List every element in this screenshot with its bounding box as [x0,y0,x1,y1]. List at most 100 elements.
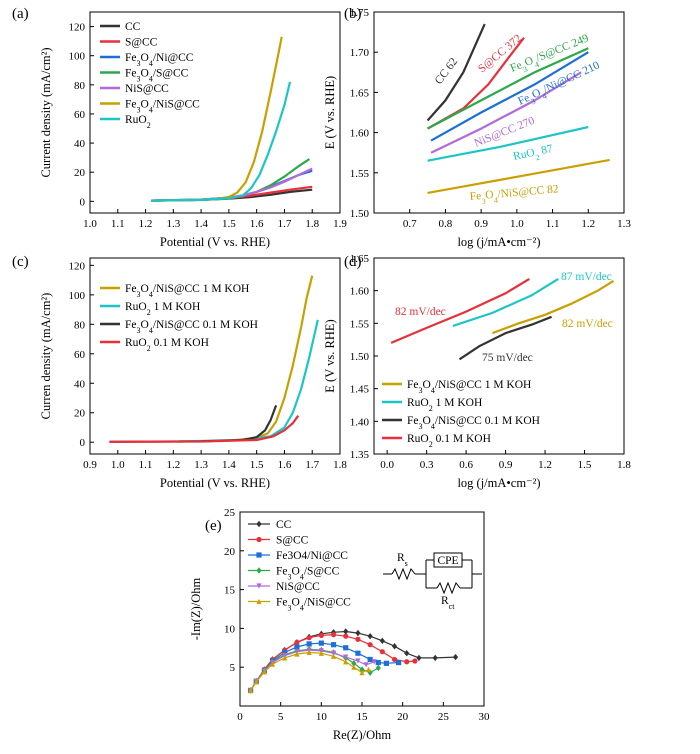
label-text: Fe [509,59,524,74]
data-point [367,656,373,663]
data-point [379,649,385,655]
legend-label: RuO2 0.1 M KOH [125,337,209,353]
x-tick-label: 1.5 [578,459,592,471]
subscript-text: 4 [149,105,153,114]
x-tick-label: 25 [438,711,450,723]
label-text: NiS@CC 270 [473,115,537,150]
label-text: O [141,52,149,64]
x-tick-label: 1.6 [278,459,292,471]
series-line [250,649,375,691]
legend-label: Fe3O4/S@CC [125,68,189,84]
y-tick-label: 60 [74,349,86,361]
x-tick-label: 1.3 [194,459,208,471]
subscript-text: 4 [300,603,304,612]
x-axis-label: log (j/mA•cm⁻²) [457,476,540,490]
data-point [359,670,365,676]
slope-annotation: 75 mV/dec [482,352,533,364]
data-point [330,642,337,648]
panel-a: (a) 1.0 1.1 1.2 1.3 1.4 1.5 1.6 1.7 1.8 1.9 0 20 40 60… [12,6,347,249]
y-tick-label: 25 [224,507,236,519]
x-tick-label: 1.5 [222,218,236,230]
y-tick-label: 100 [69,51,86,63]
data-point [355,629,361,637]
series-line [250,633,415,691]
subscript-text: 2 [429,440,433,449]
series-line [151,81,292,202]
x-tick-label: 1.3 [166,218,180,230]
y-tick-label: 20 [74,167,86,179]
y-axis-label: -Im(Z)/Ohm [189,577,203,640]
y-axis-label: Current density (mA/cm²) [39,47,53,177]
y-tick-label: 1.75 [350,7,370,19]
x-axis-label: Potential (V vs. RHE) [160,476,270,490]
panel-c: (c) 0.9 1.0 1.1 1.2 1.3 1.4 1.5 1.6 1.7 1.8 0 20 40 60… [12,254,347,490]
legend-label: NiS@CC [125,83,169,95]
label-text: Fe [516,92,531,108]
series-line [250,630,456,691]
data-point [355,650,361,656]
legend-label: RuO2 1 M KOH [125,301,200,317]
subscript-text: 3 [529,96,536,106]
data-point [330,653,337,659]
series-annotation: Fe3O4/NiS@CC 82 [469,183,559,206]
x-axis-label: Potential (V vs. RHE) [160,235,270,249]
subscript-text: 3 [137,326,141,335]
x-tick-label: 0.8 [439,218,453,230]
y-tick-label: 5 [230,662,236,674]
data-point [306,649,312,656]
rs-label: Rs [397,552,408,568]
label-text: RuO [125,114,147,126]
y-tick-label: 1.50 [350,351,370,363]
series-line [427,47,589,130]
data-point [367,632,373,640]
label-text: Fe [407,415,419,427]
data-point [330,650,337,656]
y-tick-label: 1.65 [350,87,370,99]
data-point [367,669,373,676]
data-point [318,632,324,638]
panel-label: (e) [205,518,222,534]
data-point [416,654,422,662]
subscript-text: 4 [541,91,548,101]
x-tick-label: 0.7 [403,218,417,230]
label-text: CC [276,519,292,531]
data-point [404,659,410,665]
data-point [294,639,300,645]
data-point [365,666,372,673]
data-point [351,664,357,670]
series-line [427,158,610,194]
panel-label: (d) [344,254,362,270]
y-tick-label: 0 [80,437,86,449]
data-point [355,636,361,642]
label-text: O [141,319,149,331]
subscript-text: 4 [149,59,153,68]
legend-label: CC [125,21,141,33]
y-tick-label: 120 [69,260,86,272]
data-point [371,659,377,665]
subscript-text: s [405,559,408,568]
legend-label: RuO2 0.1 M KOH [407,433,491,449]
x-axis-label: Re(Z)/Ohm [333,728,392,742]
y-axis-label: E (V vs. RHE) [323,76,337,149]
subscript-text: 4 [149,326,153,335]
data-point [282,655,288,661]
x-tick-label: 0 [237,711,243,723]
label-text: Fe [125,68,137,80]
cpe-element [433,552,463,568]
y-tick-label: 20 [74,408,86,420]
label-text: /Ni@CC [153,52,194,64]
label-text: O [292,597,300,609]
series-annotation: NiS@CC 270 [473,115,537,150]
label-text: Fe [276,597,288,609]
y-tick-label: 1.40 [350,416,370,428]
legend-label: Fe3O4/NiS@CC [276,597,351,613]
data-point [375,659,381,666]
y-tick-label: 1.45 [350,384,370,396]
label-text: NiS@CC [276,581,320,593]
label-text: O [141,99,149,111]
plot-frame [373,11,625,214]
subscript-text: 3 [137,74,141,83]
data-point [253,679,259,685]
y-tick-label: 1.50 [350,208,370,220]
y-tick-label: 15 [224,585,236,597]
